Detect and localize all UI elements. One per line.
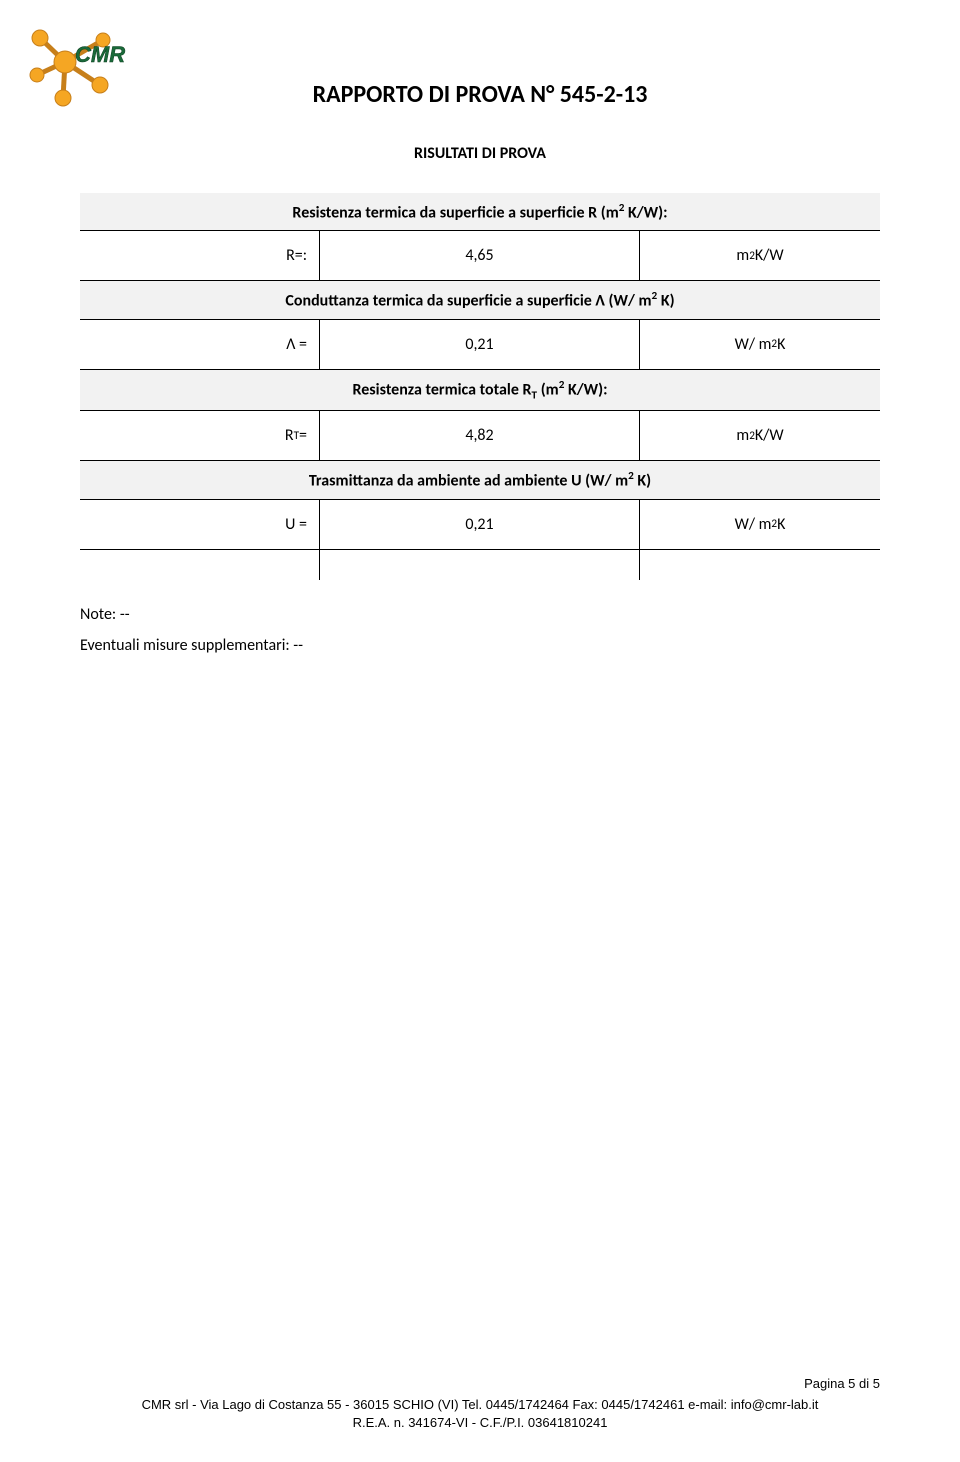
data-row-rt: RT = 4,82 m2 K/W xyxy=(80,411,880,461)
results-table: Resistenza termica da superficie a super… xyxy=(80,193,880,580)
tail-divider xyxy=(80,550,880,580)
report-subtitle: RISULTATI DI PROVA xyxy=(80,144,880,163)
data-row-lambda: Λ = 0,21 W/ m2 K xyxy=(80,320,880,370)
data-row-r: R=: 4,65 m2 K/W xyxy=(80,231,880,281)
page-number: Pagina 5 di 5 xyxy=(0,1375,960,1393)
value-r: 4,65 xyxy=(320,231,640,280)
section-header-r: Resistenza termica da superficie a super… xyxy=(80,193,880,231)
label-lambda: Λ = xyxy=(80,320,320,369)
notes-block: Note: -- Eventuali misure supplementari:… xyxy=(80,605,880,655)
section-header-lambda: Conduttanza termica da superficie a supe… xyxy=(80,281,880,319)
footer: Pagina 5 di 5 CMR srl - Via Lago di Cost… xyxy=(0,1375,960,1432)
logo: CMR xyxy=(25,20,135,110)
value-u: 0,21 xyxy=(320,500,640,549)
svg-text:CMR: CMR xyxy=(75,42,125,67)
label-u: U = xyxy=(80,500,320,549)
label-rt: RT = xyxy=(80,411,320,460)
value-rt: 4,82 xyxy=(320,411,640,460)
data-row-u: U = 0,21 W/ m2 K xyxy=(80,500,880,550)
label-r: R=: xyxy=(80,231,320,280)
section-header-rt: Resistenza termica totale RT (m2 K/W): xyxy=(80,370,880,412)
value-lambda: 0,21 xyxy=(320,320,640,369)
section-header-u: Trasmittanza da ambiente ad ambiente U (… xyxy=(80,461,880,499)
footer-address: CMR srl - Via Lago di Costanza 55 - 3601… xyxy=(0,1396,960,1414)
note-line: Note: -- xyxy=(80,605,880,624)
unit-u: W/ m2 K xyxy=(640,500,880,549)
unit-rt: m2 K/W xyxy=(640,411,880,460)
report-title: RAPPORTO DI PROVA N° 545-2-13 xyxy=(80,80,880,109)
supplementari-line: Eventuali misure supplementari: -- xyxy=(80,636,880,655)
unit-lambda: W/ m2 K xyxy=(640,320,880,369)
footer-registration: R.E.A. n. 341674-VI - C.F./P.I. 03641810… xyxy=(0,1414,960,1432)
unit-r: m2 K/W xyxy=(640,231,880,280)
